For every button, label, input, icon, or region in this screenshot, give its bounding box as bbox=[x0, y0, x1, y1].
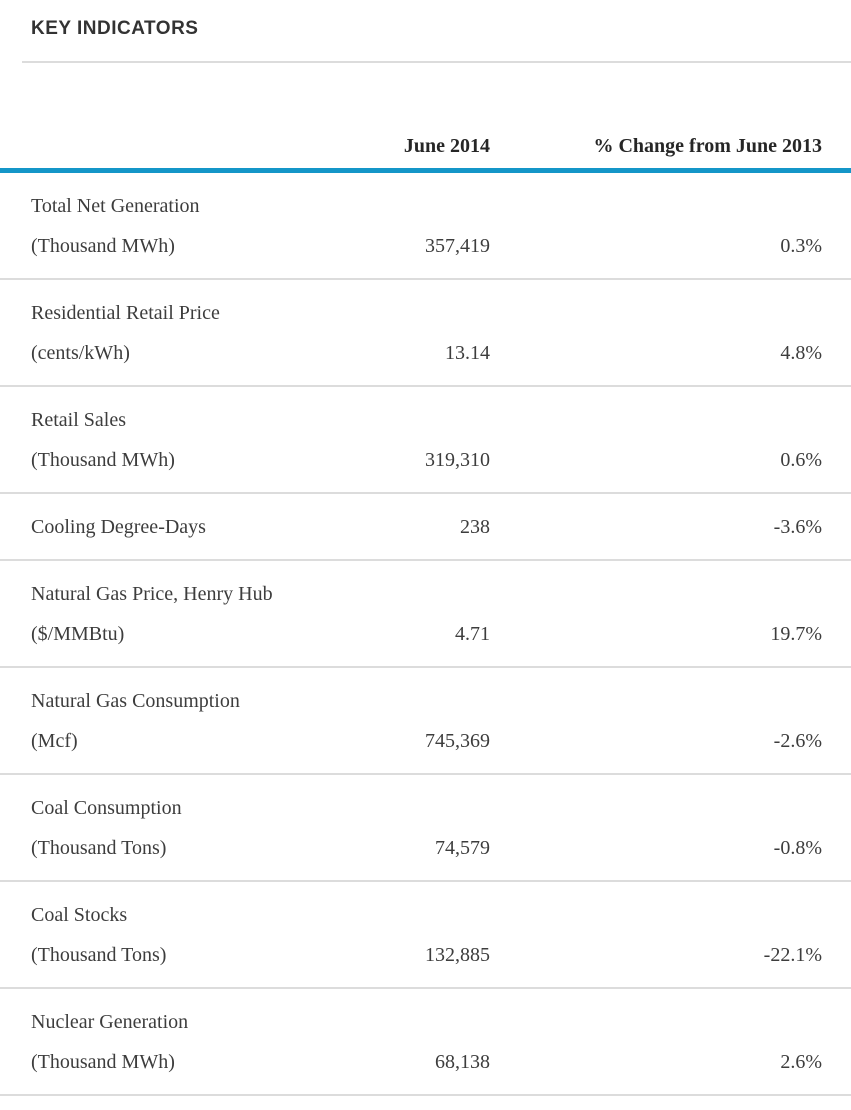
table-row: Retail Sales (Thousand MWh) 319,310 0.6% bbox=[0, 387, 851, 494]
indicator-change: 4.8% bbox=[780, 342, 822, 364]
indicator-change: -22.1% bbox=[763, 944, 822, 966]
table-row: Coal Stocks (Thousand Tons) 132,885 -22.… bbox=[0, 882, 851, 989]
indicator-value: 357,419 bbox=[425, 235, 490, 257]
indicator-value: 13.14 bbox=[445, 342, 490, 364]
indicator-unit: (Thousand Tons) bbox=[31, 944, 167, 966]
indicator-unit: ($/MMBtu) bbox=[31, 623, 125, 645]
indicator-change: -3.6% bbox=[773, 516, 822, 538]
indicator-label: Natural Gas Price, Henry Hub bbox=[31, 583, 273, 605]
indicator-unit: (Mcf) bbox=[31, 730, 78, 752]
indicator-change: 19.7% bbox=[770, 623, 822, 645]
indicator-label: Coal Consumption bbox=[31, 797, 182, 819]
table-body: Total Net Generation (Thousand MWh) 357,… bbox=[0, 173, 851, 1096]
table-row: Coal Consumption (Thousand Tons) 74,579 … bbox=[0, 775, 851, 882]
indicator-label: Retail Sales bbox=[31, 409, 126, 431]
indicator-value: 745,369 bbox=[425, 730, 490, 752]
indicator-label: Natural Gas Consumption bbox=[31, 690, 240, 712]
table-header-row: June 2014 % Change from June 2013 bbox=[0, 63, 851, 168]
indicator-change: 0.6% bbox=[780, 449, 822, 471]
key-indicators-table: June 2014 % Change from June 2013 Total … bbox=[0, 63, 851, 1096]
indicator-unit: (Thousand MWh) bbox=[31, 235, 175, 257]
column-header-pct-change: % Change from June 2013 bbox=[593, 135, 822, 157]
title-divider bbox=[22, 61, 851, 63]
indicator-value: 319,310 bbox=[425, 449, 490, 471]
table-row: Cooling Degree-Days 238 -3.6% bbox=[0, 494, 851, 561]
indicator-change: -0.8% bbox=[773, 837, 822, 859]
indicator-value: 238 bbox=[460, 516, 490, 538]
table-row: Nuclear Generation (Thousand MWh) 68,138… bbox=[0, 989, 851, 1096]
indicator-change: 0.3% bbox=[780, 235, 822, 257]
indicator-value: 132,885 bbox=[425, 944, 490, 966]
indicator-unit: (Thousand Tons) bbox=[31, 837, 167, 859]
indicator-value: 4.71 bbox=[455, 623, 490, 645]
indicator-change: 2.6% bbox=[780, 1051, 822, 1073]
indicator-label: Total Net Generation bbox=[31, 195, 200, 217]
indicator-unit: (Thousand MWh) bbox=[31, 1051, 175, 1073]
indicator-label: Residential Retail Price bbox=[31, 302, 220, 324]
indicator-unit: (Thousand MWh) bbox=[31, 449, 175, 471]
column-header-june-2014: June 2014 bbox=[403, 135, 490, 157]
table-row: Natural Gas Consumption (Mcf) 745,369 -2… bbox=[0, 668, 851, 775]
indicator-label: Coal Stocks bbox=[31, 904, 128, 926]
indicator-change: -2.6% bbox=[773, 730, 822, 752]
indicator-value: 74,579 bbox=[435, 837, 490, 859]
indicator-label: Cooling Degree-Days bbox=[31, 516, 206, 538]
table-row: Natural Gas Price, Henry Hub ($/MMBtu) 4… bbox=[0, 561, 851, 668]
indicator-label: Nuclear Generation bbox=[31, 1011, 189, 1033]
table-row: Total Net Generation (Thousand MWh) 357,… bbox=[0, 173, 851, 280]
table-row: Residential Retail Price (cents/kWh) 13.… bbox=[0, 280, 851, 387]
page-title: KEY INDICATORS bbox=[31, 18, 199, 39]
indicator-value: 68,138 bbox=[435, 1051, 490, 1073]
header-accent-bar bbox=[0, 168, 851, 173]
indicator-unit: (cents/kWh) bbox=[31, 342, 130, 364]
